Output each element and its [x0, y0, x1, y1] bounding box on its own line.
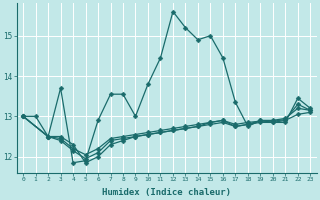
X-axis label: Humidex (Indice chaleur): Humidex (Indice chaleur) [102, 188, 231, 197]
